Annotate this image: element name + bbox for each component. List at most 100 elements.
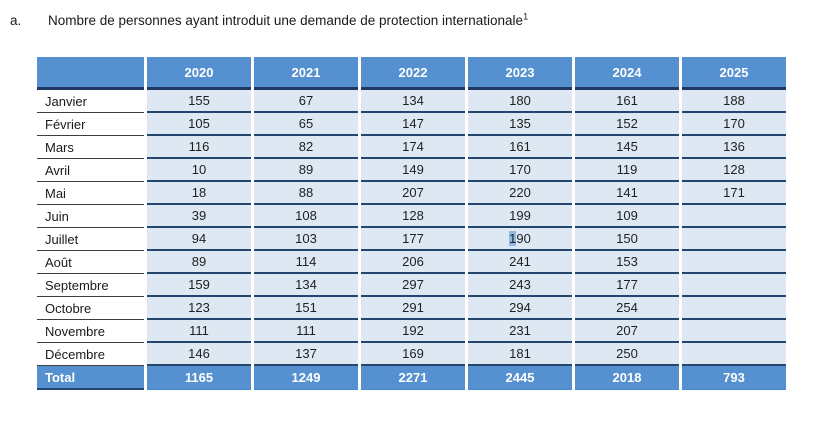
total-value-cell: 793 [682, 366, 786, 390]
year-header-cell: 2023 [468, 57, 572, 90]
value-cell: 151 [254, 297, 358, 320]
value-cell: 161 [468, 136, 572, 159]
value-cell: 136 [682, 136, 786, 159]
value-cell: 170 [468, 159, 572, 182]
value-cell: 181 [468, 343, 572, 366]
value-cell [682, 320, 786, 343]
month-cell: Juin [37, 205, 144, 228]
table-row: Juillet 94 103 177 190 150 [37, 228, 786, 251]
month-cell: Novembre [37, 320, 144, 343]
year-header-cell: 2020 [147, 57, 251, 90]
value-cell: 171 [682, 182, 786, 205]
total-row: Total 1165 1249 2271 2445 2018 793 [37, 366, 786, 390]
month-cell: Juillet [37, 228, 144, 251]
year-header-row: 2020 2021 2022 2023 2024 2025 [37, 57, 786, 90]
value-cell: 177 [361, 228, 465, 251]
value-cell: 88 [254, 182, 358, 205]
value-cell: 146 [147, 343, 251, 366]
month-cell: Février [37, 113, 144, 136]
table-row: Juin 39 108 128 199 109 [37, 205, 786, 228]
value-cell: 291 [361, 297, 465, 320]
month-cell: Décembre [37, 343, 144, 366]
value-cell [682, 343, 786, 366]
value-cell: 155 [147, 90, 251, 113]
value-cell: 188 [682, 90, 786, 113]
table-row: Avril 10 89 149 170 119 128 [37, 159, 786, 182]
value-cell: 89 [254, 159, 358, 182]
value-cell: 254 [575, 297, 679, 320]
value-cell: 135 [468, 113, 572, 136]
value-cell: 241 [468, 251, 572, 274]
value-cell: 103 [254, 228, 358, 251]
value-cell: 207 [361, 182, 465, 205]
value-cell: 105 [147, 113, 251, 136]
value-cell: 134 [361, 90, 465, 113]
value-cell: 177 [575, 274, 679, 297]
value-cell: 137 [254, 343, 358, 366]
table-row: Mai 18 88 207 220 141 171 [37, 182, 786, 205]
table-row: Janvier 155 67 134 180 161 188 [37, 90, 786, 113]
value-cell: 94 [147, 228, 251, 251]
value-cell: 67 [254, 90, 358, 113]
value-cell [682, 297, 786, 320]
value-cell: 89 [147, 251, 251, 274]
table-row: Septembre 159 134 297 243 177 [37, 274, 786, 297]
value-cell: 10 [147, 159, 251, 182]
value-cell: 180 [468, 90, 572, 113]
total-value-cell: 2445 [468, 366, 572, 390]
year-header-cell: 2024 [575, 57, 679, 90]
section-heading: a. Nombre de personnes ayant introduit u… [10, 11, 820, 29]
value-cell: 134 [254, 274, 358, 297]
total-value-cell: 2271 [361, 366, 465, 390]
value-cell: 108 [254, 205, 358, 228]
year-header-cell: 2025 [682, 57, 786, 90]
document-page: a. Nombre de personnes ayant introduit u… [0, 11, 820, 390]
month-cell: Août [37, 251, 144, 274]
footnote-ref: 1 [523, 11, 529, 22]
value-cell: 145 [575, 136, 679, 159]
month-cell: Mars [37, 136, 144, 159]
table-body: Janvier 155 67 134 180 161 188 Février 105 65 147 1… [37, 90, 786, 390]
value-cell [682, 228, 786, 251]
demandes-table: 2020 2021 2022 2023 2024 2025 Janvier 155 67 134… [34, 57, 789, 390]
value-cell: 39 [147, 205, 251, 228]
value-cell: 170 [682, 113, 786, 136]
value-cell: 65 [254, 113, 358, 136]
value-cell: 152 [575, 113, 679, 136]
value-cell: 123 [147, 297, 251, 320]
value-cell: 82 [254, 136, 358, 159]
value-cell: 111 [147, 320, 251, 343]
value-cell: 150 [575, 228, 679, 251]
section-title-text: Nombre de personnes ayant introduit une … [48, 13, 524, 28]
table-corner-cell [37, 57, 144, 90]
table-row: Février 105 65 147 135 152 170 [37, 113, 786, 136]
value-cell: 116 [147, 136, 251, 159]
total-label-cell: Total [37, 366, 144, 390]
table-row: Août 89 114 206 241 153 [37, 251, 786, 274]
value-cell: 128 [682, 159, 786, 182]
year-header-cell: 2022 [361, 57, 465, 90]
value-cell: 147 [361, 113, 465, 136]
total-value-cell: 1249 [254, 366, 358, 390]
value-cell: 128 [361, 205, 465, 228]
value-cell [682, 274, 786, 297]
month-cell: Avril [37, 159, 144, 182]
table-row: Décembre 146 137 169 181 250 [37, 343, 786, 366]
value-cell [682, 205, 786, 228]
value-cell: 199 [468, 205, 572, 228]
value-cell: 111 [254, 320, 358, 343]
value-cell: 161 [575, 90, 679, 113]
value-cell: 220 [468, 182, 572, 205]
month-cell: Mai [37, 182, 144, 205]
value-cell: 294 [468, 297, 572, 320]
total-value-cell: 1165 [147, 366, 251, 390]
month-cell: Janvier [37, 90, 144, 113]
value-cell: 119 [575, 159, 679, 182]
value-cell: 206 [361, 251, 465, 274]
year-header-cell: 2021 [254, 57, 358, 90]
month-cell: Septembre [37, 274, 144, 297]
value-cell: 231 [468, 320, 572, 343]
value-cell: 297 [361, 274, 465, 297]
total-value-cell: 2018 [575, 366, 679, 390]
table-row: Octobre 123 151 291 294 254 [37, 297, 786, 320]
